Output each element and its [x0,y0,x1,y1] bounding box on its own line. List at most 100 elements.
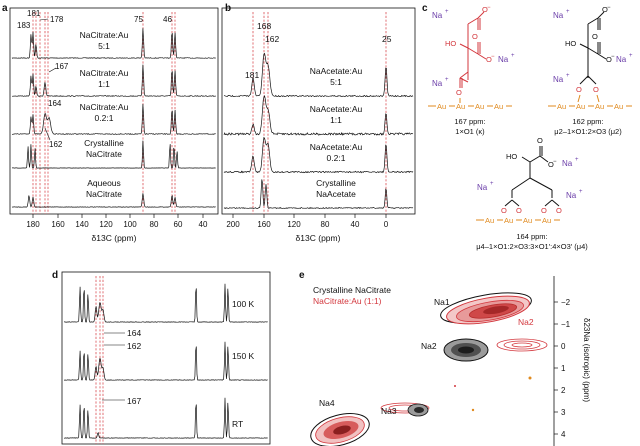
peak-label-162: 162 [49,140,63,149]
trace-b-label-0-2-1-a: NaAcetate:Au [310,142,363,152]
kappa-mode: 1×O1 (κ) [455,127,485,136]
panel-a-frame [9,7,219,215]
kappa-na-2: Na [498,55,509,64]
site-label-na2-red: Na2 [518,317,534,327]
kappa-na-3: Na [432,79,443,88]
e-ytick-label-3: 1 [561,364,566,373]
a-trace-aqueous [11,193,216,208]
mu2-au-2: Au [576,102,585,111]
trace-label-aqueous-a: Aqueous [87,178,121,188]
contour-speck-3 [454,385,456,387]
mu4-na-2-plus: + [490,181,494,187]
panel-b-reference-lines [252,12,387,214]
b-trace-1-1 [223,94,414,136]
trace-label-0-2-1-b: 0.2:1 [95,113,114,123]
kappa-o-top: O [482,5,488,14]
peak-label-178: 178 [50,15,64,24]
mu2-o-top: O [602,5,608,14]
structure-kappa: O − O HO O − O Na + Na + Na + Au Au Au [428,5,515,136]
b-tick-label-4: 40 [351,220,360,229]
peak-label-168: 168 [257,21,271,31]
peak-label-25: 25 [382,34,392,44]
mu2-o-3: O [606,55,612,64]
panel-c-letter: c [422,3,428,14]
kappa-na-1: Na [432,11,443,20]
contour-na1 [440,292,532,325]
peak-label-181: 181 [27,9,41,18]
d-trace-150k [64,341,268,381]
kappa-au-1: Au [437,102,446,111]
panel-b-x-label: δ13C (ppm) [296,233,341,243]
mu2-ho: HO [565,39,576,48]
panel-a-letter: a [2,3,8,14]
mu2-na-2-plus: + [629,53,633,59]
site-label-na4: Na4 [319,398,335,408]
trace-b-label-crystalline-a: Crystalline [316,178,356,188]
trace-b-label-0-2-1-b: 0.2:1 [327,153,346,163]
temp-label-rt: RT [232,419,243,429]
panel-b-x-ticks: 200 160 120 80 40 0 [226,214,389,229]
mu2-na-1-plus: + [566,9,570,15]
b-trace-5-1 [223,52,414,98]
mu2-ppm: 162 ppm: [572,117,603,126]
e-ytick-label-6: 4 [561,430,566,439]
a-tick-label-2: 140 [75,220,89,229]
panel-a-spectra [11,28,216,208]
mu2-o-5: O [593,85,599,94]
b-tick-label-0: 200 [226,220,240,229]
panel-a-x-label: δ13C (ppm) [92,233,137,243]
legend-nacitrate-au: NaCitrate:Au (1:1) [313,296,382,306]
kappa-o-2: O [472,32,478,41]
trace-b-label-5-1-a: NaAcetate:Au [310,66,363,76]
contour-na4 [310,413,370,446]
a-tick-label-4: 100 [123,220,137,229]
mu4-au-2: Au [504,216,513,225]
mu2-na-3-plus: + [566,73,570,79]
mu4-na-1-plus: + [575,157,579,163]
kappa-na-2-plus: + [511,53,515,59]
a-trace-5-1 [11,28,216,59]
panel-e-y-label: δ23Na (isotropic) (ppm) [582,318,591,402]
a-tick-label-3: 120 [99,220,113,229]
mu4-o-4: O [516,206,522,215]
d-trace-rt [63,397,268,439]
contour-na2-red [496,338,548,352]
a-tick-label-6: 60 [174,220,183,229]
e-ytick-label-5: 3 [561,408,566,417]
peak-d-164: 164 [127,328,141,338]
mu4-minus: − [553,159,557,165]
structure-mu2: O − O HO O − O O Na + Na + Na + Au [548,5,633,136]
e-ytick-label-2: 0 [561,342,566,351]
trace-b-label-1-1-b: 1:1 [330,115,342,125]
mu2-au-4: Au [614,102,623,111]
mu2-na-1: Na [553,11,564,20]
trace-label-5-1-a: NaCitrate:Au [80,30,129,40]
trace-b-label-5-1-b: 5:1 [330,77,342,87]
a-trace-0-2-1 [11,103,216,135]
contour-speck-2 [471,408,475,412]
mu4-au-3: Au [523,216,532,225]
b-trace-crystalline [223,179,414,210]
panel-e: e Crystalline NaCitrate NaCitrate:Au (1:… [299,270,591,446]
mu4-o-top: O [537,136,543,145]
site-label-na3: Na3 [381,406,397,416]
mu2-o-2: O [592,32,598,41]
peak-label-181-b: 181 [245,70,259,80]
a-trace-crystalline [12,140,216,169]
panel-d-letter: d [52,270,58,281]
kappa-au-4: Au [494,102,503,111]
contour-na2-black [443,338,489,362]
panel-d-frame [61,271,271,445]
panel-c: c O − O HO O [422,3,633,251]
mu2-o-4: O [576,85,582,94]
peak-label-46: 46 [163,15,172,24]
kappa-ppm: 167 ppm: [454,117,485,126]
a-tick-label-7: 40 [199,220,208,229]
mu2-na-3: Na [553,75,564,84]
mu2-na-2: Na [616,55,627,64]
trace-b-label-crystalline-b: NaAcetate [316,189,356,199]
kappa-ho: HO [445,39,456,48]
mu4-ppm: 164 ppm: [516,232,547,241]
panel-b-frame [221,7,416,215]
